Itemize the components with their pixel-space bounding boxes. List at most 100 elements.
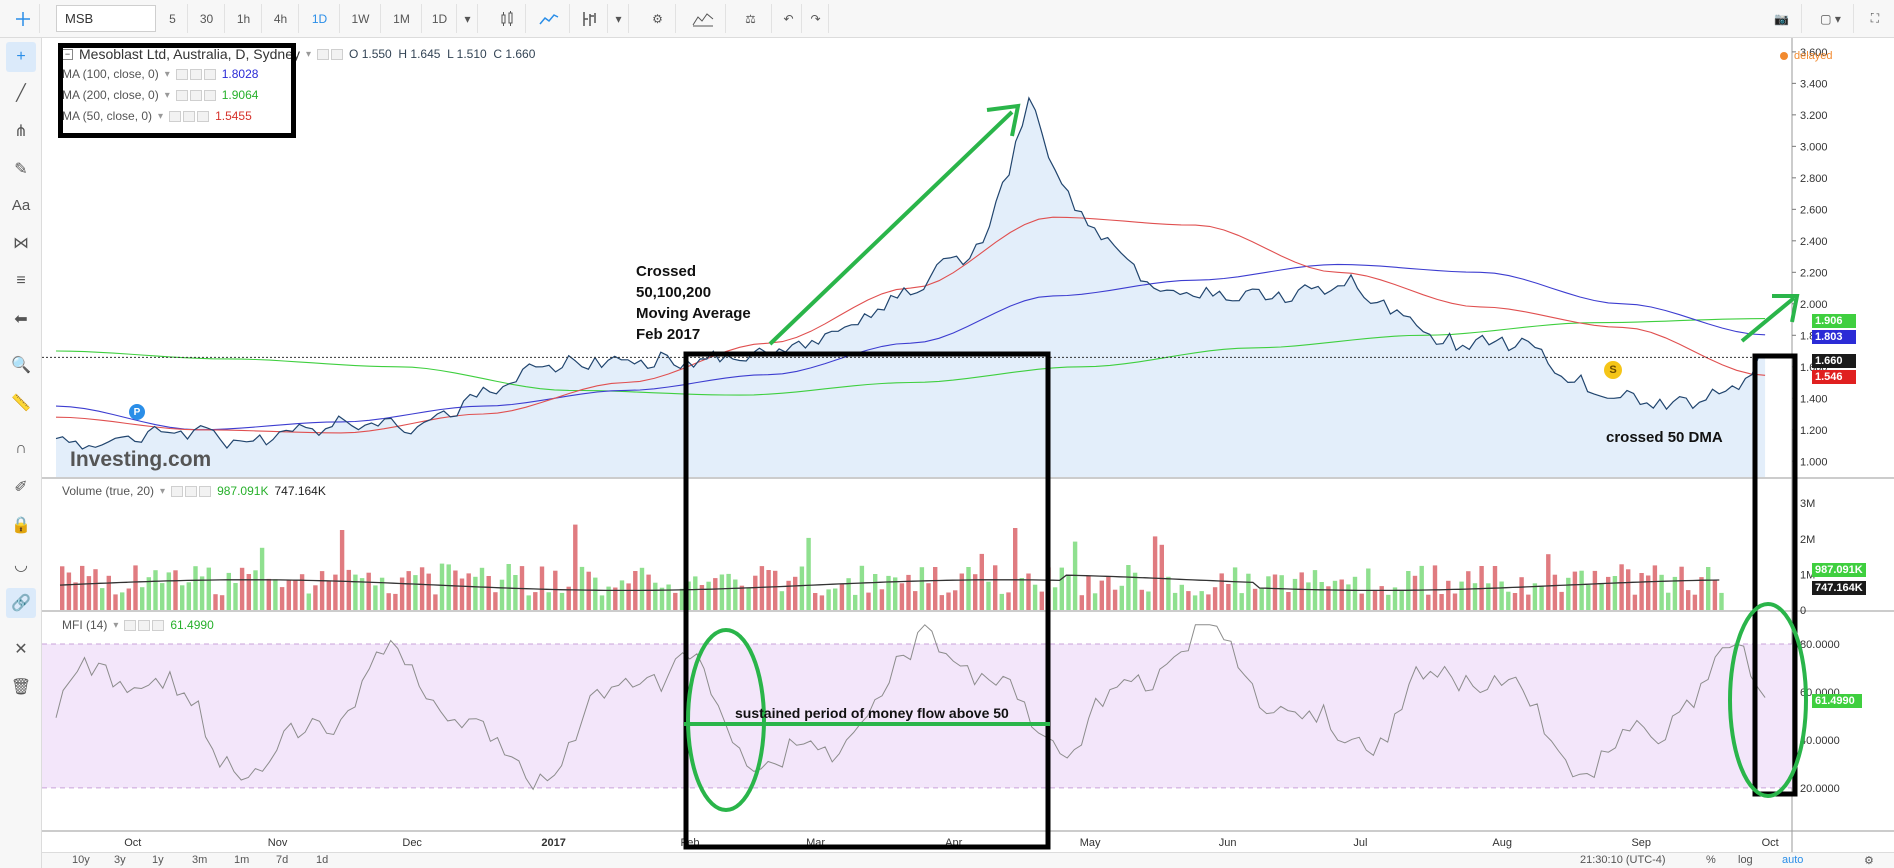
lock-icon[interactable]: 🔒	[11, 517, 31, 534]
volume-legend[interactable]: Volume (true, 20) ▾ 987.091K 747.164K	[62, 484, 326, 498]
volume-bar	[899, 583, 905, 610]
fullscreen-icon[interactable]: ⛶	[1870, 11, 1880, 25]
text-tool-icon[interactable]: Aa	[11, 196, 31, 214]
crosshair-icon[interactable]	[6, 4, 40, 33]
percent-toggle[interactable]: %	[1706, 854, 1716, 866]
chevron-down-icon[interactable]: ▾	[158, 110, 164, 122]
volume-bar	[526, 595, 531, 610]
ma200-settings-icons[interactable]	[175, 89, 216, 101]
range-1y[interactable]: 1y	[152, 854, 164, 866]
chevron-down-icon[interactable]: ▾	[164, 89, 170, 101]
p-marker[interactable]: P	[129, 404, 145, 420]
volume-tag: 987.091K	[1812, 563, 1866, 577]
layout-icon[interactable]: ▢ ▾	[1808, 4, 1854, 33]
magnet-icon[interactable]: ∩	[15, 440, 27, 457]
volume-bar	[1512, 593, 1518, 610]
auto-toggle[interactable]: auto	[1782, 854, 1804, 866]
volume-bar	[319, 571, 325, 610]
chevron-down-icon[interactable]: ▾	[306, 48, 312, 60]
range-1d[interactable]: 1d	[316, 854, 329, 866]
volume-bar	[1206, 594, 1211, 610]
indicators-icon[interactable]	[572, 4, 608, 33]
mfi-axis-label: 40.0000	[1800, 735, 1840, 747]
arrow-tool-icon[interactable]: ⬅	[14, 311, 28, 328]
trend-line-icon[interactable]: ╱	[16, 85, 26, 102]
volume-bar	[1526, 594, 1531, 610]
chart-area[interactable]: 3.600 3.400 3.200 3.000 2.800 2.600 2.400 2.200…	[42, 38, 1894, 868]
ma100-settings-icons[interactable]	[175, 68, 216, 80]
measure-icon[interactable]: 📏	[11, 395, 31, 412]
chart-canvas[interactable]: 3.600 3.400 3.200 3.000 2.800 2.600 2.400 2.200…	[42, 38, 1894, 852]
volume-bar	[773, 570, 778, 610]
interval-1h[interactable]: 1h	[226, 4, 262, 33]
volume-bar	[1352, 576, 1358, 610]
volume-bar	[439, 563, 445, 610]
range-3m[interactable]: 3m	[192, 854, 208, 866]
chevron-down-icon[interactable]: ▾	[458, 4, 478, 33]
chevron-down-icon[interactable]: ▾	[164, 68, 170, 80]
volume-bar	[66, 572, 72, 610]
interval-1w[interactable]: 1W	[341, 4, 381, 33]
crosshair-tool-icon[interactable]: +	[6, 42, 36, 72]
volume-bar	[426, 573, 431, 610]
undo-icon[interactable]: ↶	[776, 4, 802, 33]
volume-bar	[186, 582, 191, 610]
mfi-ellipse-right	[1728, 602, 1808, 798]
volume-bar	[639, 567, 645, 610]
volume-bar	[1659, 574, 1664, 610]
interval-4h[interactable]: 4h	[263, 4, 299, 33]
legend-settings-icons[interactable]	[317, 48, 344, 60]
link-icon[interactable]: 🔗	[6, 588, 36, 618]
chevron-down-icon[interactable]: ▾	[609, 4, 629, 33]
redo-icon[interactable]: ↷	[803, 4, 829, 33]
trash-icon[interactable]: 🗑	[10, 679, 32, 696]
volume-bar	[1059, 567, 1064, 610]
chevron-down-icon[interactable]: ▾	[160, 485, 166, 497]
ma200-legend[interactable]: MA (200, close, 0) ▾ 1.9064	[62, 88, 258, 102]
gear-icon[interactable]: ⚙	[1864, 855, 1874, 867]
volume-bar	[1719, 592, 1724, 610]
mfi-settings-icons[interactable]	[124, 619, 165, 631]
volume-bar	[759, 566, 765, 610]
volume-bar	[739, 585, 745, 610]
volume-bar	[793, 576, 798, 610]
s-marker[interactable]: S	[1604, 361, 1622, 379]
zoom-icon[interactable]: 🔍	[11, 357, 31, 374]
volume-bar	[1259, 588, 1264, 610]
interval-5[interactable]: 5	[158, 4, 188, 33]
range-3y[interactable]: 3y	[114, 854, 126, 866]
mfi-legend[interactable]: MFI (14) ▾ 61.4990	[62, 618, 214, 632]
interval-dropdown[interactable]: 1D	[423, 4, 457, 33]
pitchfork-icon[interactable]: ⋔	[14, 123, 28, 140]
volume-bar	[1552, 574, 1558, 610]
range-7d[interactable]: 7d	[276, 854, 289, 866]
range-10y[interactable]: 10y	[72, 854, 90, 866]
brush-icon[interactable]: ✎	[14, 161, 28, 178]
legend-highlight-box	[58, 43, 296, 138]
eye-icon[interactable]: ◡	[14, 557, 28, 574]
compare-icon[interactable]	[680, 4, 726, 33]
candles-icon[interactable]	[488, 4, 526, 33]
gear-icon[interactable]: ⚙	[640, 4, 676, 33]
interval-1d[interactable]: 1D	[300, 4, 340, 33]
symbol-input[interactable]	[56, 5, 156, 32]
ma50-settings-icons[interactable]	[169, 110, 210, 122]
range-1m[interactable]: 1m	[234, 854, 250, 866]
log-toggle[interactable]: log	[1738, 854, 1753, 866]
pencil-lock-icon[interactable]: ✐	[14, 479, 28, 496]
interval-30[interactable]: 30	[189, 4, 225, 33]
ma50-legend[interactable]: MA (50, close, 0) ▾ 1.5455	[62, 109, 252, 123]
tools-icon[interactable]: ✕	[14, 641, 28, 658]
fib-icon[interactable]: ≡	[16, 272, 26, 289]
price-axis-label: 3.400	[1800, 78, 1828, 90]
balance-icon[interactable]: ⚖	[730, 4, 772, 33]
interval-1m[interactable]: 1M	[382, 4, 422, 33]
chevron-down-icon[interactable]: ▾	[113, 619, 119, 631]
volume-bar	[246, 574, 251, 610]
ma100-legend[interactable]: MA (100, close, 0) ▾ 1.8028	[62, 67, 258, 81]
area-chart-icon[interactable]	[528, 4, 570, 33]
pattern-icon[interactable]: ⋈	[13, 235, 29, 252]
volume-settings-icons[interactable]	[171, 485, 212, 497]
volume-bar	[253, 570, 258, 610]
camera-icon[interactable]: 📷	[1762, 4, 1802, 33]
